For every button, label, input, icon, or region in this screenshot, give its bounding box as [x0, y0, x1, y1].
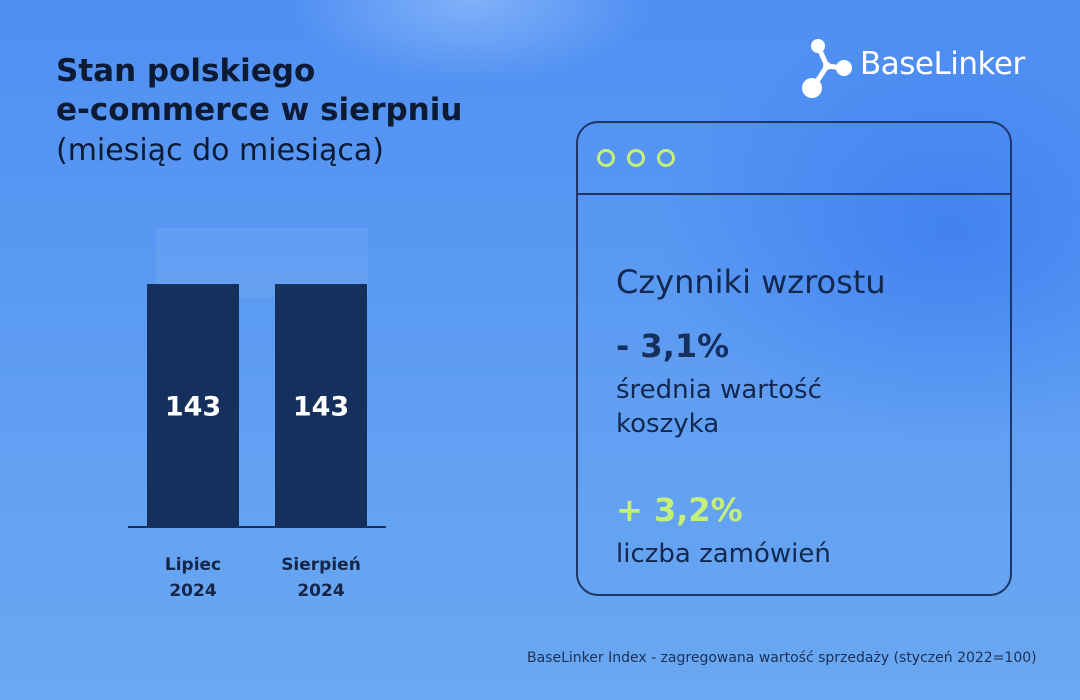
molecule-logo-icon	[802, 39, 852, 98]
bar-value-label-0: 143	[165, 392, 221, 423]
labels-group: 143 Lipiec 2024 143 Sierpień 2024	[165, 392, 361, 601]
card-window-bar	[578, 123, 1010, 195]
growth-factors-card: Czynniki wzrostu - 3,1% średnia wartość …	[576, 121, 1012, 596]
bar-0	[147, 284, 239, 527]
card-heading: Czynniki wzrostu	[616, 263, 886, 301]
chart-subtitle: (miesiąc do miesiąca)	[56, 133, 384, 168]
x-tick-label-0-1: 2024	[169, 581, 216, 601]
x-tick-label-0-0: Lipiec	[165, 555, 221, 575]
chart-title: Stan polskiego e-commerce w sierpniu	[56, 52, 462, 130]
brand-name: BaseLinker	[860, 46, 1025, 82]
brand-logo: BaseLinker	[800, 36, 1050, 100]
stat-label-basket-line-1: średnia wartość	[616, 375, 822, 405]
window-dot-icon	[597, 149, 615, 167]
stat-value-orders: + 3,2%	[616, 491, 743, 529]
footnote: BaseLinker Index - zagregowana wartość s…	[527, 650, 1037, 666]
window-dot-icon	[657, 149, 675, 167]
stat-value-basket: - 3,1%	[616, 327, 730, 365]
chart-title-line-1: Stan polskiego	[56, 53, 316, 89]
window-dot-icon	[627, 149, 645, 167]
stat-label-basket: średnia wartość koszyka	[616, 373, 822, 441]
bar-value-label-1: 143	[293, 392, 349, 423]
bars-group	[147, 284, 367, 527]
x-tick-label-1-1: 2024	[297, 581, 344, 601]
stat-label-basket-line-2: koszyka	[616, 409, 720, 439]
x-tick-label-1-0: Sierpień	[281, 555, 361, 575]
bar-1	[275, 284, 367, 527]
chart-title-line-2: e-commerce w sierpniu	[56, 92, 463, 128]
stat-label-orders-line-1: liczba zamówień	[616, 539, 831, 569]
stat-label-orders: liczba zamówień	[616, 537, 831, 571]
